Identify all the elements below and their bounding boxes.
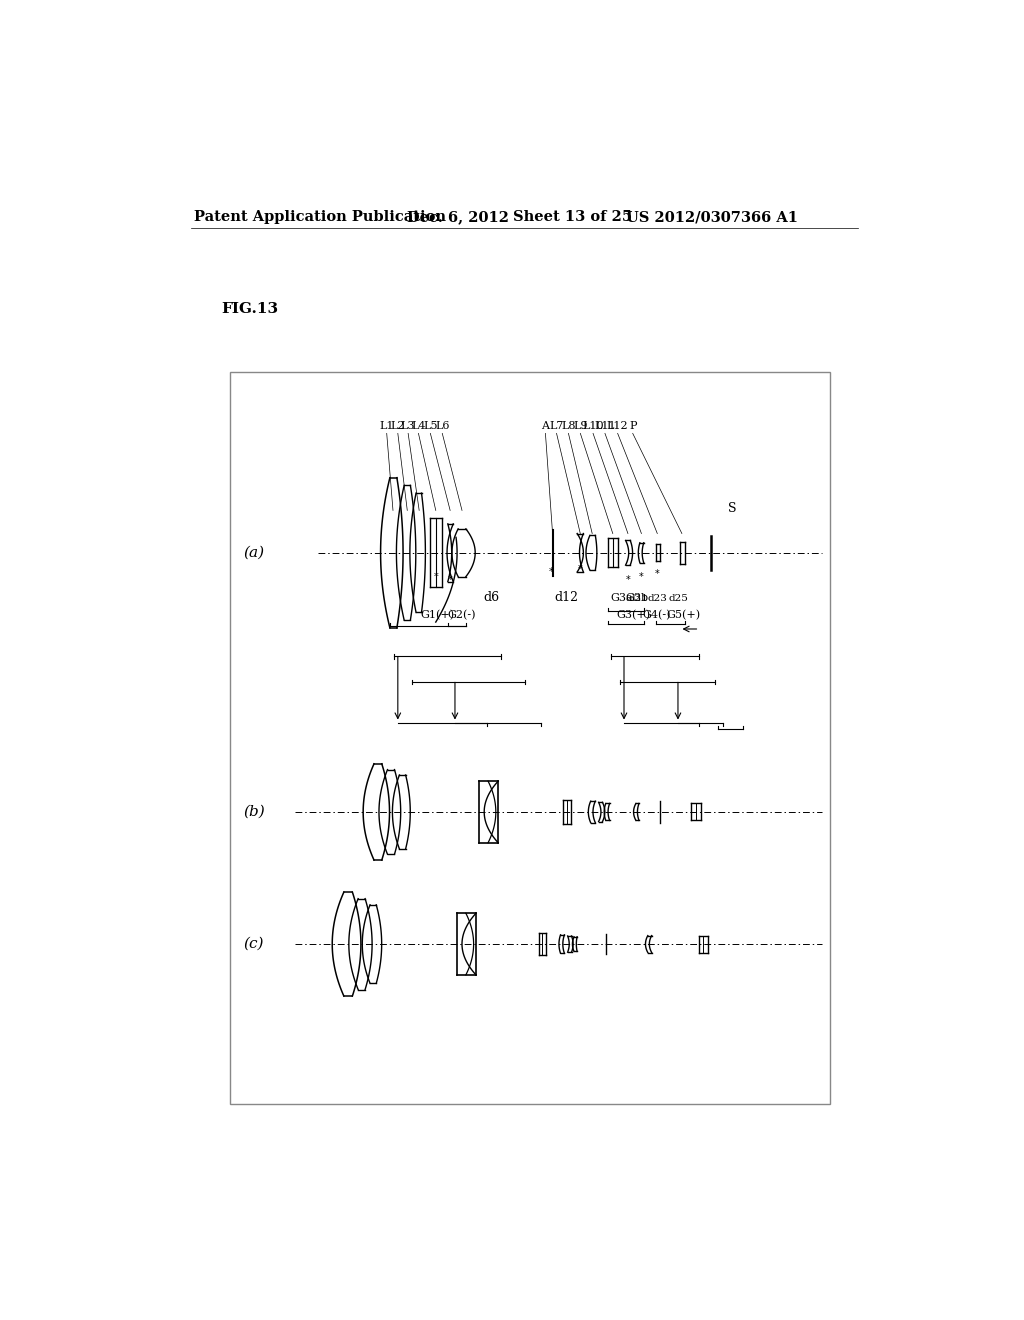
Text: (c): (c) bbox=[243, 937, 263, 952]
Text: d12: d12 bbox=[554, 590, 579, 603]
Text: L8: L8 bbox=[561, 421, 575, 430]
Text: L3: L3 bbox=[400, 421, 416, 430]
Text: Sheet 13 of 25: Sheet 13 of 25 bbox=[513, 210, 632, 224]
Text: S: S bbox=[728, 502, 736, 515]
Text: L7: L7 bbox=[549, 421, 564, 430]
Text: *: * bbox=[655, 569, 659, 579]
Text: *: * bbox=[433, 572, 438, 582]
Text: G1(+): G1(+) bbox=[420, 610, 455, 620]
Text: d21: d21 bbox=[629, 594, 648, 602]
Text: FIG.13: FIG.13 bbox=[221, 302, 279, 315]
Text: G3(+): G3(+) bbox=[616, 610, 650, 620]
Text: G4(-): G4(-) bbox=[642, 610, 671, 620]
Text: L2: L2 bbox=[390, 421, 406, 430]
Text: d6: d6 bbox=[483, 590, 499, 603]
Text: d25: d25 bbox=[668, 594, 688, 602]
Text: *: * bbox=[626, 576, 631, 585]
Text: L9: L9 bbox=[573, 421, 588, 430]
Text: (b): (b) bbox=[243, 805, 265, 818]
Text: *: * bbox=[447, 576, 453, 585]
Text: *: * bbox=[578, 564, 583, 574]
Text: P: P bbox=[629, 421, 637, 430]
Text: L4: L4 bbox=[412, 421, 426, 430]
Text: G3b: G3b bbox=[626, 593, 649, 602]
Text: L1: L1 bbox=[380, 421, 394, 430]
Text: G3a: G3a bbox=[610, 593, 633, 602]
Text: Patent Application Publication: Patent Application Publication bbox=[194, 210, 445, 224]
Text: G2(-): G2(-) bbox=[447, 610, 476, 620]
Text: d23: d23 bbox=[647, 594, 668, 602]
Text: L11: L11 bbox=[594, 421, 615, 430]
Text: (a): (a) bbox=[243, 545, 264, 560]
Text: G5(+): G5(+) bbox=[666, 610, 700, 620]
Text: L6: L6 bbox=[435, 421, 450, 430]
Text: A: A bbox=[542, 421, 550, 430]
Text: Dec. 6, 2012: Dec. 6, 2012 bbox=[408, 210, 509, 224]
Text: L5: L5 bbox=[423, 421, 437, 430]
Bar bbox=[229, 372, 830, 1104]
Text: *: * bbox=[549, 568, 553, 577]
Text: US 2012/0307366 A1: US 2012/0307366 A1 bbox=[627, 210, 799, 224]
Text: L12: L12 bbox=[607, 421, 629, 430]
Text: L10: L10 bbox=[583, 421, 604, 430]
Text: *: * bbox=[639, 572, 644, 582]
